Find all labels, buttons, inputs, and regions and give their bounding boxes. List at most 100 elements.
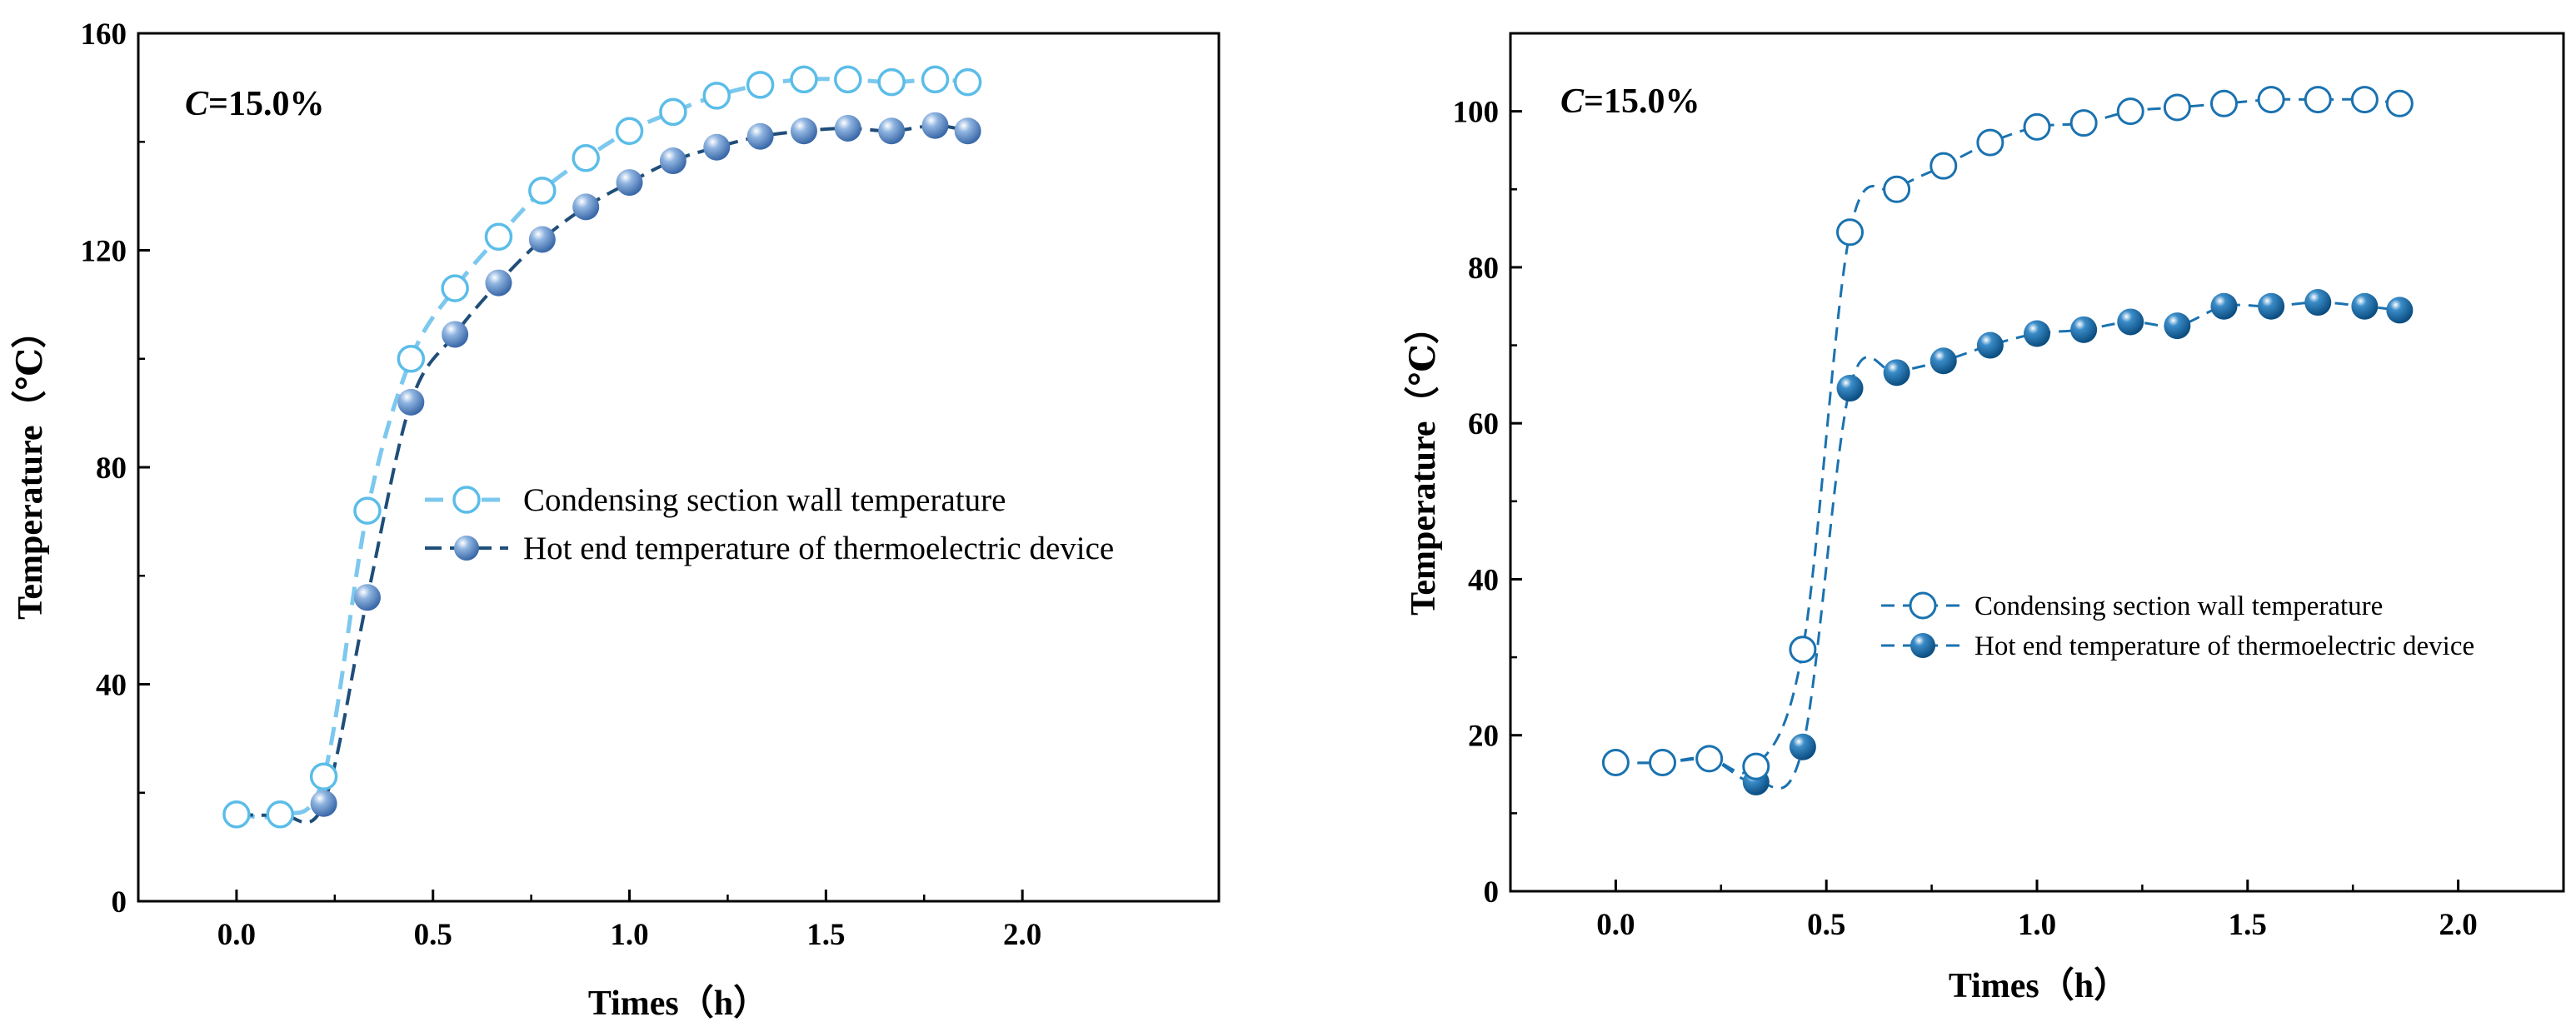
point-condensing — [877, 67, 906, 97]
point-hot-end — [878, 117, 906, 145]
point-condensing — [953, 67, 982, 97]
point-hot-end — [659, 147, 686, 175]
point-condensing — [2116, 97, 2144, 126]
x-tick-label: 2.0 — [2439, 908, 2477, 942]
y-axis-title: Temperature（℃） — [11, 313, 50, 620]
y-tick-label: 20 — [1468, 720, 1499, 754]
point-hot-end — [310, 790, 337, 817]
point-hot-end — [834, 114, 861, 142]
point-condensing — [2209, 89, 2238, 117]
point-condensing — [790, 65, 818, 94]
point-hot-end — [2164, 312, 2191, 340]
legend-marker-hot-end — [1910, 633, 1935, 658]
y-tick-label: 40 — [1468, 563, 1499, 597]
legend-label-condensing: Condensing section wall temperature — [523, 482, 1006, 518]
point-condensing — [441, 274, 469, 302]
series-markers — [222, 65, 982, 829]
point-hot-end — [703, 133, 731, 161]
point-condensing — [921, 65, 950, 94]
point-hot-end — [2210, 292, 2238, 320]
legend-marker-condensing — [452, 486, 481, 514]
point-condensing — [1695, 745, 1724, 773]
point-hot-end — [2258, 292, 2285, 320]
point-hot-end — [1930, 347, 1957, 375]
point-hot-end — [1976, 332, 2004, 359]
y-tick-label: 160 — [81, 17, 127, 52]
legend-marker-condensing — [1909, 591, 1937, 620]
y-axis: 0 20 40 60 80 100 — [1453, 96, 1522, 910]
point-hot-end — [1789, 733, 1816, 760]
point-condensing — [266, 800, 295, 829]
series-line-hot-end — [236, 123, 968, 825]
point-condensing — [484, 222, 513, 251]
x-axis-title: Times（h） — [1949, 966, 2129, 1005]
point-condensing — [397, 345, 426, 373]
legend-label-condensing: Condensing section wall temperature — [1974, 591, 2383, 621]
point-condensing — [1836, 218, 1865, 247]
point-condensing — [2069, 109, 2098, 137]
x-tick-label: 0.5 — [1807, 908, 1845, 942]
point-condensing — [2257, 86, 2285, 114]
point-condensing — [2350, 86, 2379, 114]
point-hot-end — [2304, 289, 2332, 317]
y-axis-title: Temperature（℃） — [1404, 309, 1443, 616]
x-tick-label: 0.0 — [217, 918, 256, 952]
point-condensing — [2385, 89, 2414, 117]
point-hot-end — [528, 226, 556, 253]
series-lines — [1615, 97, 2400, 790]
x-axis-title: Times（h） — [588, 984, 768, 1023]
point-condensing — [615, 117, 644, 145]
x-tick-label: 0.5 — [414, 918, 452, 952]
point-hot-end — [1883, 359, 1910, 386]
point-condensing — [702, 82, 731, 110]
x-tick-label: 2.0 — [1003, 918, 1041, 952]
series-line-hot-end — [1615, 301, 2400, 790]
chart-left: 0 40 80 120 160 0.0 0.5 1.0 1.5 2.0 C=15.0% Cond… — [11, 17, 1221, 1023]
y-tick-label: 80 — [1468, 252, 1499, 286]
point-condensing — [2023, 112, 2051, 141]
point-hot-end — [921, 112, 949, 139]
point-hot-end — [1836, 375, 1864, 402]
series-markers — [1601, 86, 2414, 795]
point-hot-end — [616, 169, 643, 197]
point-condensing — [746, 71, 775, 99]
point-condensing — [1883, 175, 1911, 203]
y-tick-label: 0 — [112, 885, 127, 920]
point-hot-end — [2386, 297, 2414, 324]
point-hot-end — [2024, 320, 2050, 347]
point-condensing — [353, 496, 382, 525]
y-tick-label: 40 — [96, 669, 127, 703]
x-tick-label: 1.0 — [2018, 908, 2056, 942]
point-hot-end — [2351, 292, 2379, 320]
legend: Condensing section wall temperature Hot … — [1881, 591, 2474, 661]
point-condensing — [834, 65, 862, 94]
point-hot-end — [2070, 316, 2098, 343]
x-tick-label: 0.0 — [1596, 908, 1635, 942]
y-axis: 0 40 80 120 160 — [81, 17, 150, 920]
legend-label-hot-end: Hot end temperature of thermoelectric de… — [523, 531, 1114, 566]
point-condensing — [1742, 752, 1770, 780]
point-condensing — [222, 800, 251, 829]
condition-label: C=15.0% — [185, 85, 324, 123]
y-tick-label: 0 — [1484, 875, 1500, 910]
y-tick-label: 120 — [81, 235, 127, 269]
legend-label-hot-end: Hot end temperature of thermoelectric de… — [1974, 631, 2474, 661]
legend: Condensing section wall temperature Hot … — [425, 482, 1114, 566]
point-condensing — [1649, 749, 1677, 776]
point-condensing — [2304, 86, 2332, 114]
x-tick-label: 1.0 — [610, 918, 648, 952]
point-condensing — [1976, 128, 2004, 157]
point-condensing — [659, 97, 687, 127]
point-condensing — [528, 177, 557, 205]
chart-right: 0 20 40 60 80 100 0.0 0.5 1.0 1.5 2.0 C=15.0% Con… — [1404, 32, 2565, 1005]
legend-marker-hot-end — [454, 536, 479, 561]
point-hot-end — [954, 117, 981, 145]
x-axis: 0.0 0.5 1.0 1.5 2.0 — [1596, 880, 2478, 942]
x-tick-label: 1.5 — [2229, 908, 2267, 942]
series-line-condensing — [236, 77, 968, 820]
condition-label: C=15.0% — [1560, 82, 1700, 121]
point-hot-end — [442, 321, 469, 348]
x-axis: 0.0 0.5 1.0 1.5 2.0 — [217, 890, 1041, 952]
point-condensing — [309, 762, 338, 790]
